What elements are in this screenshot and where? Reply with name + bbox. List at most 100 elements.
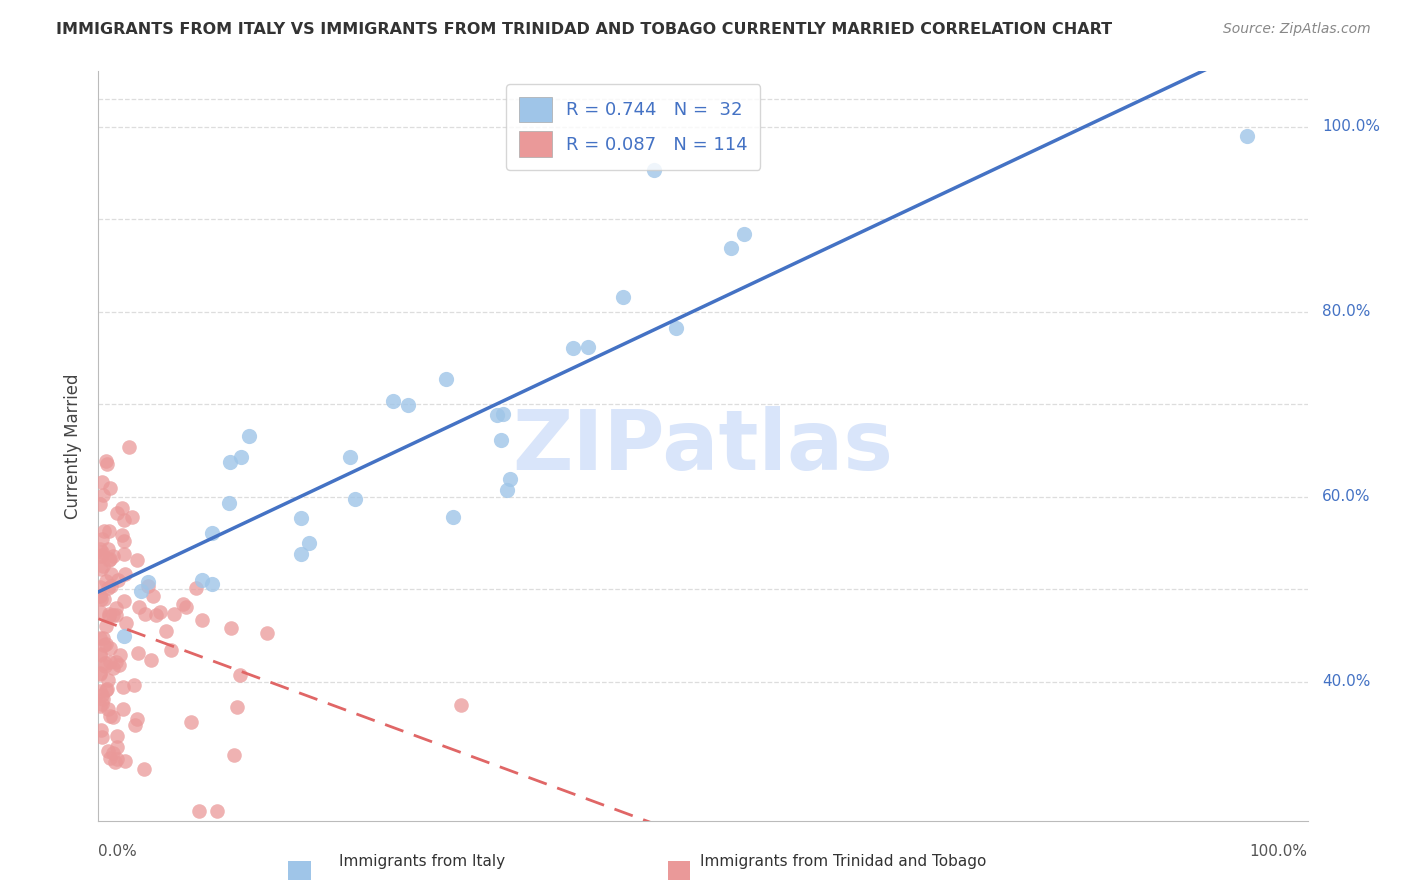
Point: [112, 629, 135, 643]
Text: 60.0%: 60.0%: [1322, 490, 1371, 504]
Point: [111, 702, 134, 716]
Text: 40.0%: 40.0%: [1322, 674, 1371, 690]
Point: [100, 579, 122, 593]
Point: [159, 643, 181, 657]
Point: [89, 667, 111, 681]
Point: [612, 290, 634, 304]
Point: [101, 746, 124, 760]
Point: [97, 607, 120, 622]
Point: [98, 750, 121, 764]
Point: [486, 409, 509, 423]
Point: [121, 510, 143, 524]
Point: [98, 641, 121, 656]
Point: [103, 661, 125, 675]
Point: [105, 506, 128, 520]
Point: [111, 680, 134, 694]
Point: [127, 647, 149, 661]
Point: [97, 702, 120, 716]
Point: [190, 613, 212, 627]
Point: [94, 683, 117, 698]
Point: [229, 450, 252, 465]
Text: Source: ZipAtlas.com: Source: ZipAtlas.com: [1223, 22, 1371, 37]
Point: [90, 730, 112, 744]
Point: [381, 393, 404, 408]
Point: [188, 805, 211, 819]
Point: [89, 665, 111, 680]
Point: [112, 547, 135, 561]
Point: [112, 594, 135, 608]
Point: [94, 618, 117, 632]
Point: [94, 658, 117, 673]
Point: [218, 496, 240, 510]
Point: [90, 591, 112, 606]
Point: [290, 547, 312, 561]
Point: [117, 440, 139, 454]
Point: [93, 638, 115, 652]
Point: [91, 691, 114, 706]
Point: [98, 482, 121, 496]
Point: [138, 579, 160, 593]
Point: [226, 700, 249, 714]
Point: [89, 497, 111, 511]
Point: [97, 582, 120, 596]
Point: [107, 574, 129, 588]
Point: [89, 589, 111, 603]
Point: [96, 458, 118, 472]
Point: [665, 321, 688, 335]
Point: [441, 509, 464, 524]
Point: [720, 241, 742, 255]
Point: [224, 747, 246, 762]
Point: [115, 615, 138, 630]
Point: [90, 562, 112, 576]
Point: [89, 699, 111, 714]
Point: [96, 453, 118, 467]
Point: [344, 491, 367, 506]
Point: [180, 715, 202, 730]
Point: [290, 511, 312, 525]
Point: [434, 372, 457, 386]
Point: [104, 756, 127, 770]
Point: [124, 718, 146, 732]
Point: [89, 606, 111, 620]
Point: [643, 163, 665, 178]
Point: [122, 678, 145, 692]
Point: [142, 589, 165, 603]
Point: [561, 341, 583, 355]
Point: [491, 433, 513, 447]
Point: [90, 723, 112, 737]
Point: [733, 227, 755, 241]
Point: [108, 657, 131, 672]
Point: [111, 501, 134, 516]
Point: [396, 399, 419, 413]
Point: [91, 532, 114, 546]
Point: [89, 542, 111, 557]
Point: [298, 536, 321, 550]
Text: 80.0%: 80.0%: [1322, 304, 1371, 319]
Point: [111, 527, 134, 541]
Point: [97, 673, 120, 687]
Point: [97, 541, 120, 556]
Text: Immigrants from Trinidad and Tobago: Immigrants from Trinidad and Tobago: [700, 854, 987, 869]
Point: [91, 487, 114, 501]
Y-axis label: Currently Married: Currently Married: [63, 373, 82, 519]
Point: [104, 656, 127, 670]
Point: [90, 697, 112, 711]
Point: [138, 574, 160, 589]
Text: IMMIGRANTS FROM ITALY VS IMMIGRANTS FROM TRINIDAD AND TOBAGO CURRENTLY MARRIED C: IMMIGRANTS FROM ITALY VS IMMIGRANTS FROM…: [56, 22, 1112, 37]
Point: [105, 729, 128, 743]
Point: [98, 708, 121, 723]
Text: 100.0%: 100.0%: [1250, 844, 1308, 859]
Point: [96, 681, 118, 696]
Point: [492, 408, 515, 422]
Point: [172, 597, 194, 611]
Point: [105, 751, 128, 765]
Point: [93, 524, 115, 539]
Point: [93, 631, 115, 645]
Point: [97, 552, 120, 566]
Point: [91, 545, 114, 559]
Point: [98, 609, 121, 624]
Point: [98, 655, 121, 669]
Point: [499, 472, 522, 486]
Text: 0.0%: 0.0%: [98, 844, 138, 859]
Point: [578, 340, 600, 354]
